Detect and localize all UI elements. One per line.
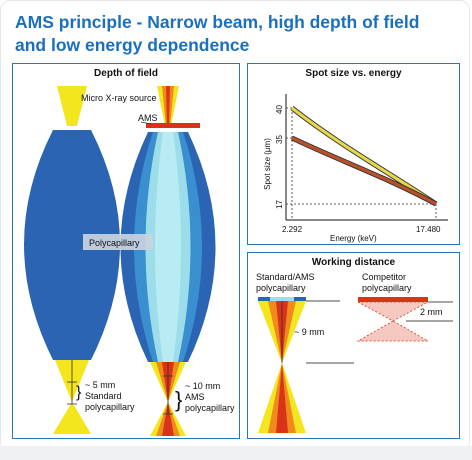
standard-distance-label: ~ 9 mm (294, 327, 324, 337)
wd-cone-core-lower (276, 363, 288, 433)
standard-lens-bar-core (270, 297, 294, 301)
page-title: AMS principle - Narrow beam, high depth … (15, 11, 465, 57)
working-distance-panel: Working distance Standard/AMS polycapill… (247, 252, 460, 439)
bottom-strip (0, 446, 472, 460)
xtick-2292: 2.292 (282, 225, 303, 234)
ams-aperture (146, 123, 200, 128)
spot-size-panel: Spot size vs. energy 40 35 17 Spot size … (247, 63, 460, 245)
ylabel: Spot size (µm) (263, 138, 272, 190)
standard-label: Standard (85, 391, 122, 401)
ams-label: AMS (138, 113, 158, 123)
xlabel: Energy (keV) (330, 234, 377, 243)
competitor-distance-label: 2 mm (420, 307, 443, 317)
spot-size-chart: 40 35 17 Spot size (µm) 2.292 17.480 Ene… (263, 94, 448, 243)
ytick-17: 17 (275, 200, 284, 209)
ams-label-lower: AMS (185, 392, 205, 402)
figure-card: AMS principle - Narrow beam, high depth … (0, 0, 470, 452)
standard-depth-label: ~ 5 mm (85, 380, 115, 390)
ams-brace-icon: } (175, 387, 182, 412)
ams-polycapillary-label: polycapillary (185, 403, 235, 413)
standard-brace-icon: } (76, 384, 82, 401)
standard-source-beam (57, 86, 87, 126)
standard-ams-label: Standard/AMS (256, 272, 315, 282)
working-distance-diagram: Standard/AMS polycapillary ~ 9 mm Compet… (256, 272, 453, 433)
ams-pointer-line (140, 121, 152, 125)
standard-focus-cone-lower (53, 402, 91, 434)
depth-of-field-diagram: } ~ 5 mm Standard polycapillary Micro X-… (24, 86, 235, 436)
series-brown-line (291, 136, 437, 206)
standard-polycapillary-lens (24, 130, 120, 360)
ytick-35: 35 (275, 135, 284, 144)
source-label: Micro X-ray source (81, 93, 157, 103)
xtick-17480: 17.480 (416, 225, 441, 234)
ytick-40: 40 (275, 105, 284, 114)
ams-focus-cone-core-lower (162, 402, 174, 436)
series-yellow-line (291, 106, 437, 206)
depth-of-field-title: Depth of field (94, 68, 158, 79)
ams-source-beam-core (166, 86, 170, 126)
page-title-line-1: AMS principle - Narrow beam, high depth … (15, 12, 420, 32)
working-distance-title: Working distance (311, 257, 396, 268)
polycapillary-label: Polycapillary (89, 238, 140, 248)
competitor-cone-lower (356, 320, 430, 342)
ams-depth-label: ~ 10 mm (185, 381, 220, 391)
standard-ams-polycapillary-label: polycapillary (256, 283, 306, 293)
spot-size-title: Spot size vs. energy (305, 68, 402, 79)
competitor-polycapillary-label: polycapillary (362, 283, 412, 293)
depth-of-field-panel: Depth of field } ~ 5 mm Standard polycap… (12, 63, 240, 439)
page-title-line-2: and low energy dependence (15, 35, 250, 55)
ams-lens-layer-3 (155, 132, 181, 362)
competitor-cone-upper (357, 301, 429, 322)
polycapillary-label-box (83, 234, 153, 250)
standard-polycapillary-label: polycapillary (85, 402, 135, 412)
competitor-label: Competitor (362, 272, 406, 282)
competitor-lens-bar (358, 297, 428, 302)
